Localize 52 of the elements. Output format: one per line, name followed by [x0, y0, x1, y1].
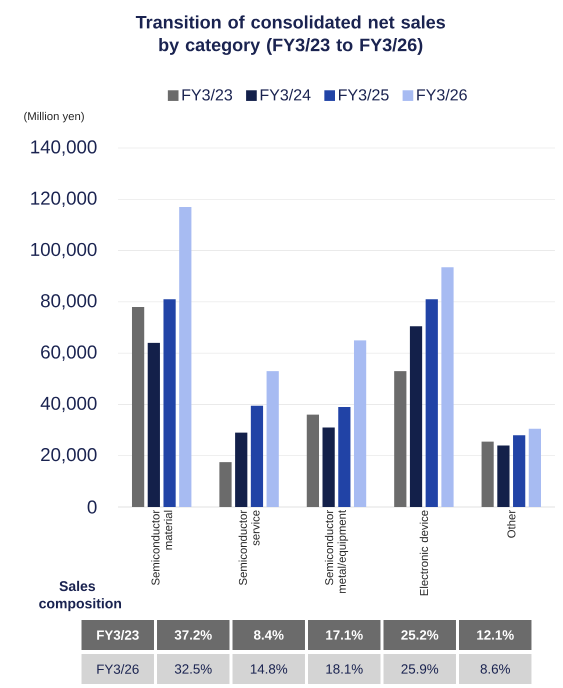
y-tick-label: 40,000	[40, 396, 97, 412]
y-tick-label: 0	[88, 500, 97, 514]
text: 18.1%	[326, 664, 363, 674]
text: 37.2%	[174, 630, 212, 640]
x-tick-label: Electronic device	[420, 510, 428, 596]
x-tick-label: Semiconductor metal/equipment	[324, 510, 348, 593]
bar	[426, 299, 438, 507]
bar	[132, 306, 144, 507]
text: 8.4%	[254, 630, 284, 640]
bar	[410, 326, 422, 507]
legend-label: FY3/24	[260, 88, 311, 101]
legend-label: FY3/23	[182, 88, 232, 101]
y-tick-label: 140,000	[31, 140, 97, 156]
text: 17.1%	[326, 630, 363, 640]
x-tick-label: Semiconductor material	[151, 510, 172, 585]
x-tick-label: Other	[507, 510, 516, 538]
bar	[179, 206, 192, 507]
text: FY3/23	[97, 630, 139, 640]
y-tick-label: 60,000	[41, 345, 97, 361]
text: 14.8%	[250, 664, 288, 674]
text: 25.2%	[401, 630, 438, 640]
legend-label: FY3/26	[417, 88, 467, 101]
y-tick-label: 20,000	[41, 448, 97, 464]
x-tick-label: Semiconductor service	[238, 510, 260, 585]
legend-label: FY3/25	[338, 88, 389, 101]
text: 12.1%	[477, 630, 514, 640]
bar	[354, 340, 366, 507]
bar	[497, 445, 510, 507]
bar	[219, 462, 232, 507]
text: 25.9%	[402, 664, 438, 674]
bar	[394, 371, 406, 507]
bar	[306, 414, 320, 507]
bar	[266, 371, 279, 507]
y-tick-label: 120,000	[31, 192, 97, 207]
bar	[250, 406, 264, 507]
bar	[235, 432, 248, 507]
bar	[441, 267, 454, 507]
bar	[163, 299, 176, 507]
bar	[322, 428, 335, 507]
bar	[148, 342, 160, 507]
bar	[528, 428, 541, 507]
bar	[513, 435, 526, 507]
text: FY3/26	[97, 664, 139, 674]
text: Sales composition	[39, 580, 122, 612]
bar	[482, 442, 494, 507]
bar	[338, 406, 350, 507]
y-axis-title: (Million yen)	[24, 112, 84, 122]
y-tick-label: 100,000	[31, 242, 97, 258]
chart-title: Transition of consolidated net sales by category (FY3/23 to FY3/26)	[136, 15, 445, 55]
y-tick-label: 80,000	[41, 294, 97, 310]
text: 8.6%	[480, 664, 510, 674]
text: 32.5%	[174, 664, 212, 674]
